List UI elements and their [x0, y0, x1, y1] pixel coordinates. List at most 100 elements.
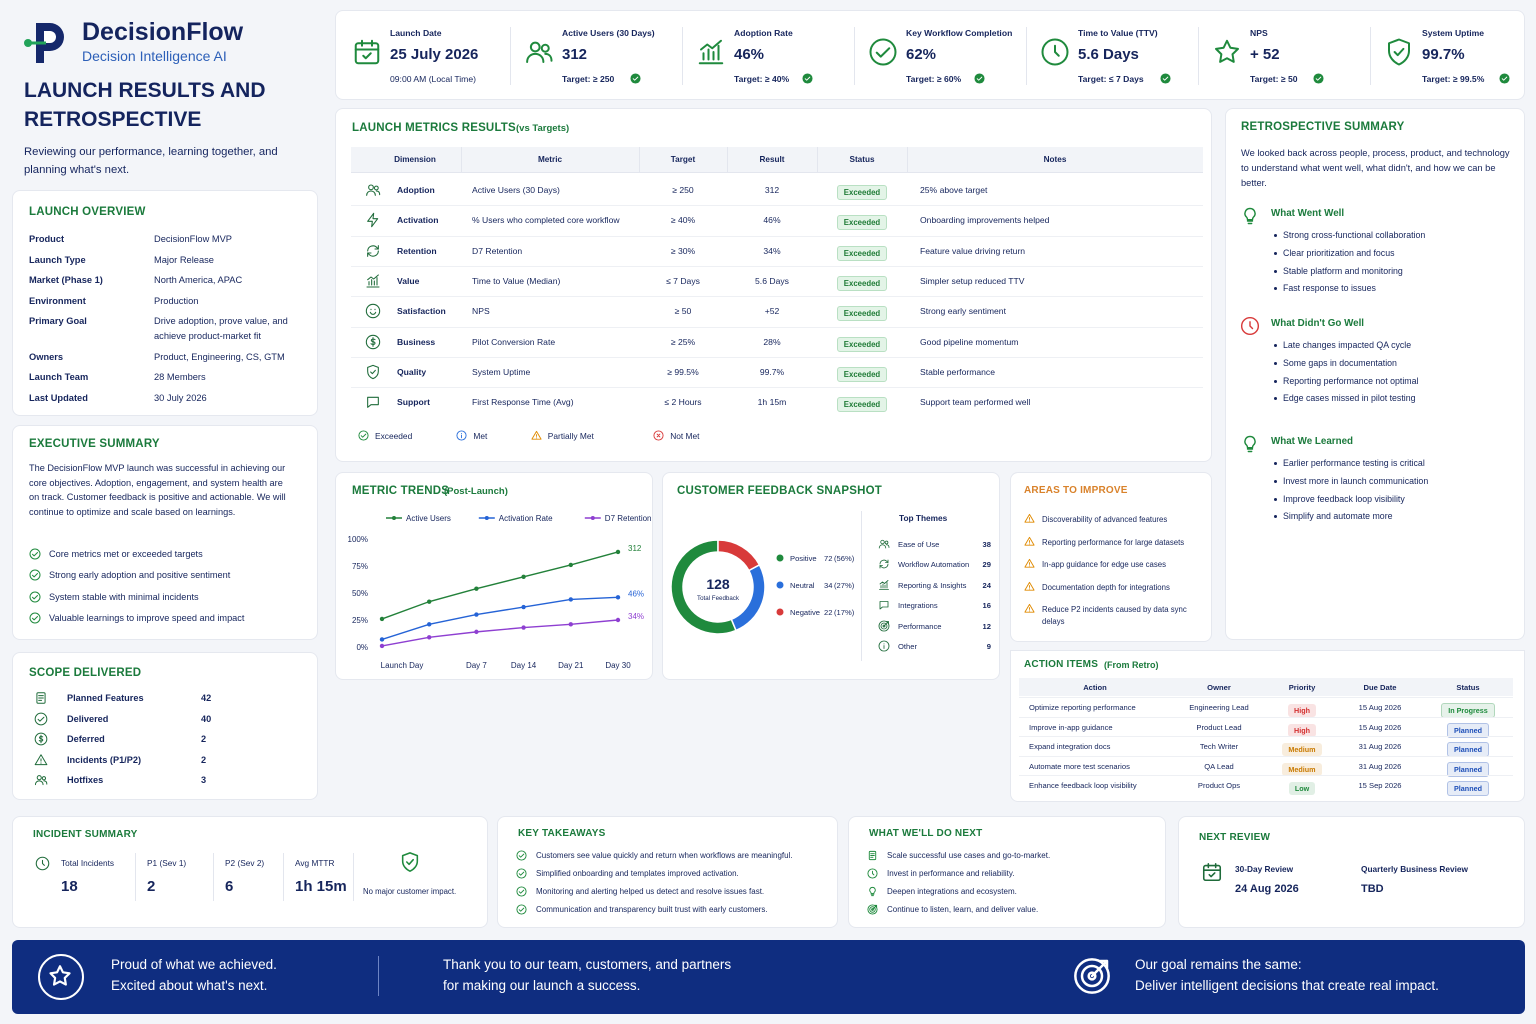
legend-label: Negative	[790, 608, 820, 617]
icon	[802, 73, 813, 84]
legend-label: D7 Retention	[605, 514, 652, 523]
section-title: LAUNCH OVERVIEW	[29, 206, 146, 218]
icon	[1041, 38, 1069, 66]
status-badge: Exceeded	[836, 336, 888, 352]
theme-name: Performance	[898, 621, 942, 631]
icon-part	[366, 277, 380, 288]
retro-item: Invest more in launch communication	[1283, 475, 1429, 486]
bullet	[1274, 397, 1277, 401]
column-header: Due Date	[1363, 683, 1397, 692]
icon-part	[870, 853, 875, 858]
retro-intro: We looked back across people, process, p…	[1241, 148, 1510, 188]
icon-part	[1202, 864, 1222, 882]
overview-value: Production	[154, 295, 199, 306]
stat-divider	[213, 853, 214, 901]
icon	[867, 868, 878, 879]
icon	[526, 41, 553, 63]
icon	[1244, 207, 1256, 225]
metric: First Response Time (Avg)	[472, 397, 574, 408]
icon-part	[32, 552, 38, 557]
column-header: Metric	[537, 155, 563, 164]
kpi-value: 25 July 2026	[390, 46, 479, 63]
icon-part	[1244, 435, 1256, 453]
icon	[367, 396, 379, 408]
icon-part	[878, 544, 887, 549]
icon-part	[802, 73, 813, 84]
result: 312	[764, 185, 780, 195]
x-tick-label: Day 14	[511, 661, 537, 670]
bullet	[1274, 479, 1277, 483]
kpi-divider	[1198, 27, 1199, 85]
theme-name: Ease of Use	[898, 540, 940, 549]
icon-part	[879, 601, 889, 610]
retro-heading: What Didn't Go Well	[1271, 318, 1365, 329]
kpi-note: Target: ≥ 99.5%	[1422, 74, 1485, 84]
slice-share: (17%)	[834, 608, 855, 617]
icon	[456, 430, 467, 441]
overview-row: Launch Team 28 Members	[29, 370, 304, 385]
list-item: Invest in performance and reliability.	[887, 869, 1015, 878]
icon	[630, 73, 641, 84]
icon-part	[1388, 38, 1410, 66]
icon-part	[656, 433, 661, 438]
icon-part	[531, 430, 542, 440]
icon-part	[1501, 76, 1508, 81]
legend-dot	[776, 608, 784, 616]
retro-item: Stable platform and monitoring	[1283, 265, 1403, 276]
icon	[34, 732, 48, 746]
stat-divider	[283, 853, 284, 901]
icon-part	[879, 559, 889, 569]
icon-part	[1041, 38, 1069, 66]
section-title: EXECUTIVE SUMMARY	[29, 438, 160, 450]
note: Strong early sentiment	[920, 306, 1006, 317]
icon-part	[1315, 76, 1322, 81]
dimension: Business	[397, 336, 436, 347]
icon-part	[368, 184, 374, 191]
data-point	[427, 599, 432, 604]
icon-part	[869, 38, 897, 66]
due-date: 31 Aug 2026	[1358, 761, 1402, 771]
icon-part	[1080, 964, 1104, 988]
icon-part	[869, 886, 876, 897]
row-divider	[1019, 697, 1513, 698]
overview-row: Market (Phase 1) North America, APAC	[29, 273, 304, 288]
icon-part	[373, 185, 379, 191]
review-label: Quarterly Business Review	[1361, 864, 1468, 874]
icon	[34, 775, 48, 786]
due-date: 15 Aug 2026	[1358, 722, 1402, 732]
icon-part	[375, 190, 381, 196]
retro-item: Fast response to issues	[1283, 283, 1376, 294]
row-divider	[351, 205, 1203, 207]
row-divider	[1019, 755, 1513, 757]
result: 5.6 Days	[755, 275, 789, 286]
review-value: 24 Aug 2026	[1235, 883, 1299, 895]
target: ≥ 25%	[670, 336, 696, 347]
icon-part	[366, 190, 376, 196]
retro-item: Earlier performance testing is critical	[1283, 458, 1425, 468]
icon-part	[630, 73, 641, 84]
metric: D7 Retention	[472, 245, 523, 256]
column-header: Target	[670, 155, 696, 164]
icon-part	[32, 615, 38, 621]
themes-title: Top Themes	[899, 513, 948, 523]
kpi-label: Launch Date	[390, 28, 442, 38]
icon	[878, 620, 890, 632]
key-takeaways: KEY TAKEAWAYS Customers see value quickly…	[497, 816, 838, 928]
x-tick-label: Day 30	[605, 661, 631, 670]
data-point	[474, 612, 479, 617]
theme-count: 29	[982, 560, 991, 570]
icon	[36, 692, 46, 704]
action: Improve in-app guidance	[1029, 722, 1113, 732]
status-cell: Exceeded	[817, 273, 907, 291]
kpi-note: 09:00 AM (Local Time)	[390, 74, 476, 84]
review-label: 30-Day Review	[1235, 864, 1294, 874]
icon	[367, 244, 379, 257]
end-label: 312	[628, 544, 642, 553]
data-point	[615, 617, 621, 623]
retro-heading: What Went Well	[1271, 208, 1345, 219]
icon-part	[367, 274, 379, 281]
data-point	[474, 629, 479, 635]
footer-badge	[38, 954, 84, 1000]
scope-label: Delivered	[67, 713, 109, 724]
icon-part	[518, 871, 525, 876]
